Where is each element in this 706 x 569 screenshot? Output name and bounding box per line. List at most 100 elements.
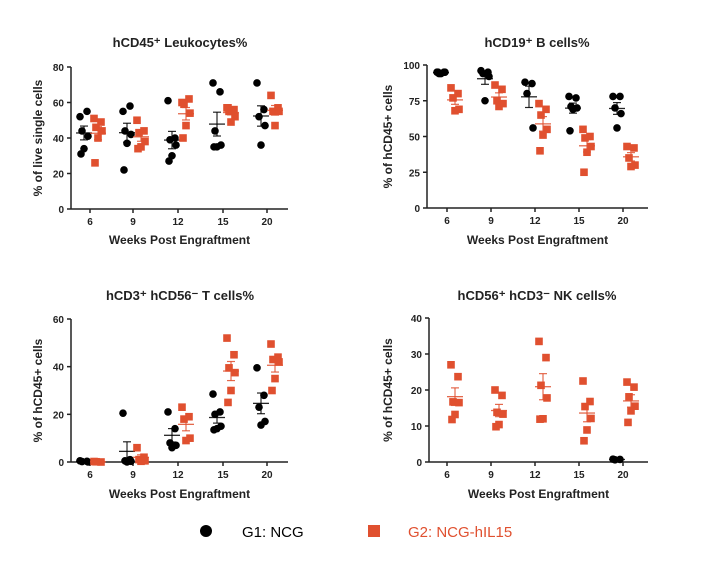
data-point-g1 — [126, 102, 134, 110]
y-tick-label: 50 — [409, 133, 421, 144]
data-point-g1 — [168, 443, 176, 452]
x-tick-label: 15 — [573, 470, 585, 481]
data-point-g2 — [271, 121, 279, 130]
data-point-g2 — [542, 353, 550, 362]
y-tick-label: 0 — [414, 204, 420, 215]
data-point-g2 — [134, 144, 142, 153]
legend-g2-marker — [368, 525, 380, 537]
data-point-g2 — [90, 114, 98, 123]
data-point-g2 — [98, 127, 106, 135]
data-point-g2 — [454, 89, 462, 98]
chart-panel-1: hCD45⁺ Leukocytes% 0 20 40 60 80 6 9 12 15 20 Weeks… — [31, 35, 288, 247]
data-point-g1 — [77, 150, 85, 158]
data-point-g2 — [448, 415, 456, 424]
data-point-g2 — [498, 391, 506, 400]
data-point-g2 — [275, 107, 283, 116]
data-point-g2 — [625, 393, 633, 401]
data-point-g1 — [572, 94, 580, 102]
data-point-g1 — [209, 390, 217, 398]
y-tick-label: 20 — [53, 170, 65, 181]
x-tick-label: 9 — [130, 470, 136, 481]
x-tick-label: 20 — [261, 217, 273, 228]
data-point-g2 — [179, 134, 187, 142]
y-tick-label: 80 — [53, 63, 65, 74]
data-point-g2 — [230, 350, 238, 359]
y-tick-label: 25 — [409, 168, 421, 179]
data-point-g2 — [186, 434, 194, 442]
data-point-g2 — [141, 457, 149, 465]
data-point-g2 — [455, 105, 463, 114]
chart-panel-2: hCD19⁺ B cells% 0 25 50 75 100 6 9 12 15 20 Weeks P… — [381, 35, 648, 247]
data-point-g1 — [84, 132, 92, 141]
data-point-g2 — [267, 340, 275, 348]
y-tick-label: 40 — [53, 363, 65, 374]
data-point-g1 — [253, 364, 261, 372]
data-point-g2 — [140, 127, 148, 135]
data-point-g2 — [223, 334, 231, 342]
data-point-g1 — [253, 79, 261, 87]
x-tick-label: 9 — [488, 470, 494, 481]
y-axis-label: % of hCD45+ cells — [381, 338, 395, 442]
data-point-g2 — [185, 95, 193, 103]
x-tick-label: 6 — [87, 217, 93, 228]
data-point-g2 — [631, 161, 639, 169]
data-point-g2 — [537, 381, 545, 390]
data-point-g1 — [529, 124, 537, 132]
data-point-g2 — [269, 107, 277, 116]
data-point-g2 — [447, 84, 455, 92]
x-tick-label: 6 — [444, 216, 450, 227]
data-point-g2 — [627, 162, 635, 171]
x-tick-label: 12 — [529, 216, 541, 227]
data-point-g2 — [580, 436, 588, 445]
legend-g1-marker — [200, 525, 212, 537]
data-point-g2 — [92, 123, 100, 132]
data-point-g1 — [120, 166, 128, 174]
data-point-g1 — [613, 124, 621, 132]
data-point-g2 — [537, 111, 545, 119]
data-point-g2 — [623, 142, 631, 151]
data-point-g1 — [211, 127, 219, 135]
data-point-g2 — [535, 99, 543, 108]
y-tick-label: 0 — [416, 458, 422, 469]
data-point-g2 — [498, 85, 506, 94]
y-axis-label: % of live single cells — [31, 79, 45, 196]
x-tick-label: 6 — [87, 470, 93, 481]
chart-panel-3: hCD3⁺ hCD56⁻ T cells% 0 20 40 60 6 9 12 15 20 Week… — [31, 288, 288, 501]
y-tick-label: 0 — [58, 458, 64, 469]
data-point-g2 — [536, 415, 544, 423]
legend-g1-label: G1: NCG — [242, 524, 304, 541]
x-tick-label: 12 — [172, 217, 184, 228]
data-point-g2 — [630, 383, 638, 391]
data-point-g2 — [451, 106, 459, 115]
data-point-g2 — [492, 422, 500, 431]
data-point-g2 — [267, 91, 275, 100]
chart-title: hCD19⁺ B cells% — [484, 35, 590, 50]
data-point-g2 — [581, 402, 589, 411]
x-tick-label: 15 — [573, 216, 585, 227]
data-point-g2 — [539, 131, 547, 139]
data-point-g2 — [491, 386, 499, 394]
x-tick-label: 15 — [217, 217, 229, 228]
data-point-g1 — [172, 141, 180, 149]
legend-g2-label: G2: NCG-hIL15 — [408, 524, 512, 541]
data-point-g2 — [586, 397, 594, 406]
data-point-g2 — [587, 142, 595, 151]
data-point-g2 — [579, 125, 587, 134]
data-point-g2 — [581, 134, 589, 142]
data-point-g1 — [164, 96, 172, 105]
data-point-g2 — [587, 414, 595, 423]
data-point-g2 — [455, 398, 463, 407]
data-point-g2 — [231, 368, 239, 377]
data-point-g2 — [623, 378, 631, 386]
data-point-g1 — [210, 426, 218, 434]
data-point-g1 — [617, 109, 625, 118]
y-tick-label: 40 — [411, 314, 423, 325]
x-axis-label: Weeks Post Engraftment — [467, 233, 608, 247]
data-point-g1 — [83, 107, 91, 116]
y-tick-label: 60 — [53, 99, 65, 110]
data-point-g2 — [451, 410, 459, 419]
data-point-g2 — [449, 94, 457, 102]
data-point-g1 — [609, 92, 617, 101]
data-point-g2 — [133, 116, 141, 125]
